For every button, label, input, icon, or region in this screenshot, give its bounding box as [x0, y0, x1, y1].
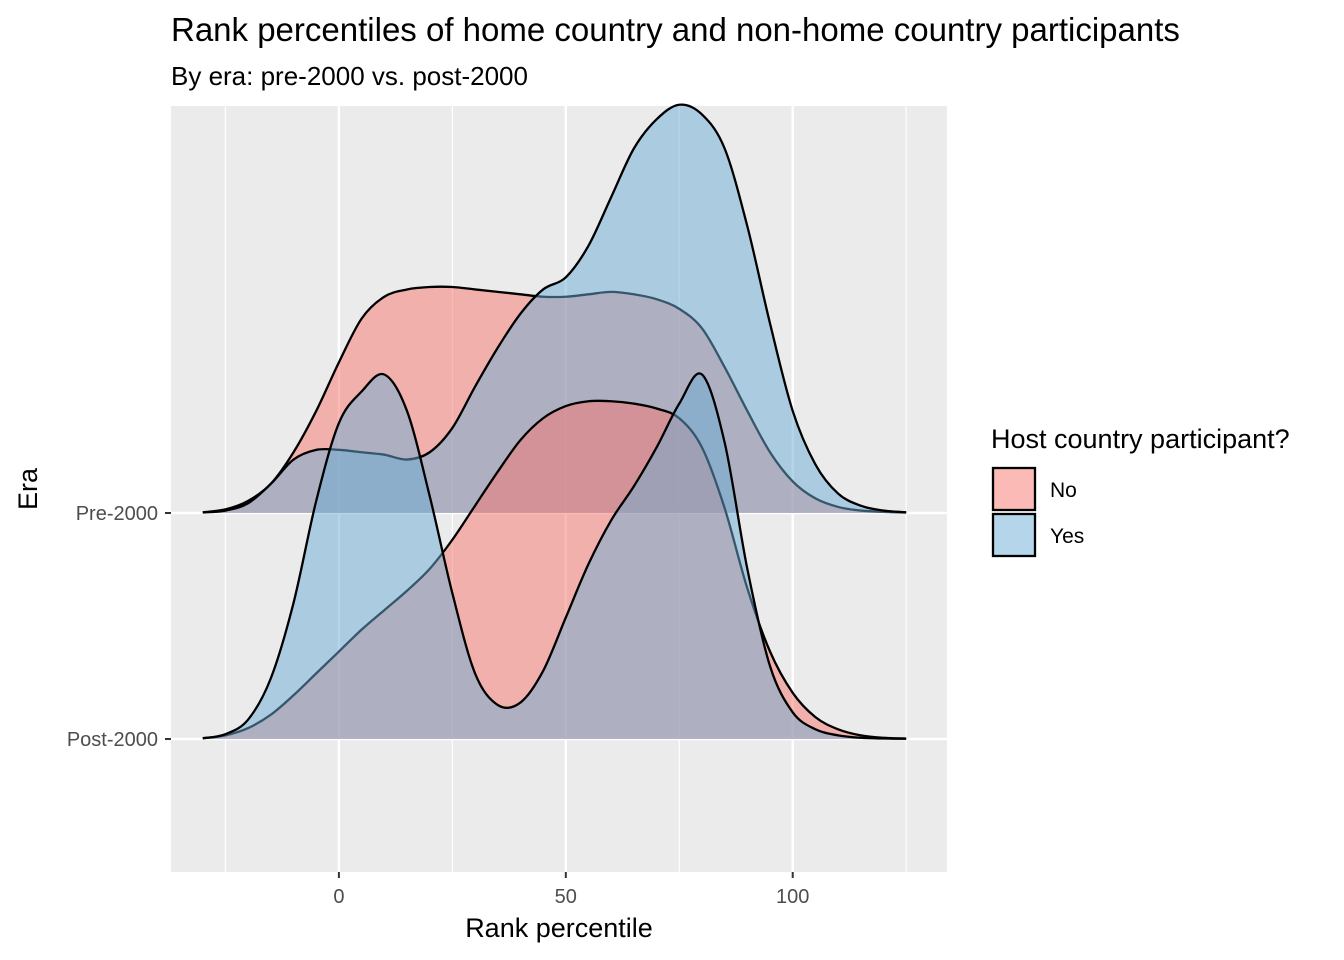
density-pre-2000-yes-line	[202, 103, 907, 514]
chart-subtitle: By era: pre-2000 vs. post-2000	[171, 61, 528, 91]
y-tick-label: Pre-2000	[76, 503, 158, 525]
x-tick-label: 0	[333, 886, 344, 908]
y-tick-label: Post-2000	[67, 729, 158, 751]
legend-label-no: No	[1050, 479, 1077, 502]
legend-swatch-yes	[991, 512, 1037, 558]
density-post-2000-yes-fill	[202, 373, 907, 739]
density-pre-2000-yes-fill	[202, 104, 907, 514]
density-post-2000-yes-line	[202, 372, 907, 740]
legend: Host country participant? No Yes	[991, 424, 1290, 558]
legend-swatch-no	[991, 466, 1037, 512]
x-tick-label: 50	[555, 886, 577, 908]
x-axis: 0 50 100	[333, 872, 809, 908]
chart-title: Rank percentiles of home country and non…	[171, 11, 1180, 48]
legend-title: Host country participant?	[991, 424, 1290, 454]
x-tick-label: 100	[776, 886, 809, 908]
x-axis-title: Rank percentile	[465, 913, 653, 943]
legend-label-yes: Yes	[1050, 525, 1084, 548]
y-axis: Pre-2000 Post-2000	[67, 503, 171, 751]
density-ridges	[202, 103, 907, 740]
y-axis-title: Era	[13, 467, 43, 510]
